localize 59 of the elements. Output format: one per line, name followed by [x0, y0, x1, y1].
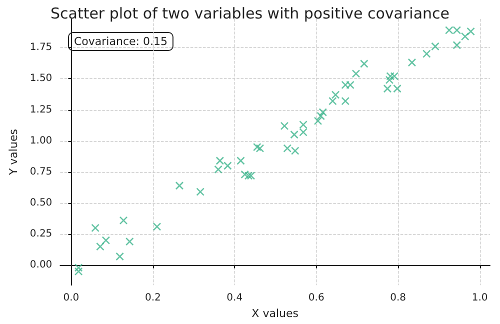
point: [393, 84, 402, 93]
point: [91, 224, 100, 232]
x-tick-label: 1.0: [472, 292, 488, 304]
point: [175, 181, 184, 190]
chart-title: Scatter plot of two variables with positive covariance: [50, 4, 450, 22]
point: [352, 70, 360, 78]
y-tick-label: 0.00: [30, 260, 52, 271]
point: [244, 172, 253, 180]
point: [422, 50, 431, 58]
point: [314, 116, 322, 126]
point: [452, 26, 462, 34]
point: [116, 252, 124, 261]
y-tick-label: 1.50: [30, 73, 52, 84]
point: [102, 236, 110, 244]
x-tick-label: 0.2: [144, 292, 161, 304]
point: [318, 108, 328, 116]
point: [74, 264, 83, 272]
y-axis-title: Y values: [7, 128, 20, 176]
point: [246, 172, 256, 180]
point: [360, 60, 368, 68]
annotation: Covariance: 0.15: [74, 35, 168, 48]
point: [236, 156, 245, 165]
x-tick-label: 0.6: [308, 292, 324, 304]
point: [386, 72, 394, 80]
point: [252, 142, 262, 152]
point: [341, 96, 350, 106]
x-tick-label: 0.0: [63, 292, 80, 304]
point: [240, 170, 249, 179]
x-tick-label: 0.8: [390, 292, 406, 304]
x-axis-title: X values: [252, 307, 299, 320]
point: [290, 146, 300, 155]
point: [256, 144, 264, 152]
point: [283, 144, 292, 152]
point: [341, 80, 350, 90]
point: [431, 42, 440, 51]
point: [119, 216, 128, 225]
point: [346, 80, 354, 90]
point: [125, 237, 134, 246]
point: [316, 112, 325, 120]
y-tick-label: 1.00: [30, 135, 52, 146]
point: [460, 32, 470, 41]
point: [466, 27, 475, 36]
point: [444, 26, 454, 34]
point: [224, 162, 232, 170]
point: [408, 58, 416, 67]
point: [96, 242, 104, 251]
x-tick-label: 0.4: [226, 292, 243, 304]
y-tick-label: 1.75: [30, 42, 52, 54]
point: [74, 267, 83, 276]
y-tick-label: 0.50: [30, 198, 52, 209]
y-tick-label: 0.25: [30, 228, 52, 240]
point: [152, 222, 162, 231]
y-tick-label: 0.75: [30, 166, 52, 178]
y-tick-label: 1.25: [30, 104, 52, 116]
point: [290, 130, 298, 139]
point: [452, 40, 462, 50]
point: [280, 122, 289, 130]
point: [196, 188, 204, 196]
point: [390, 72, 399, 80]
